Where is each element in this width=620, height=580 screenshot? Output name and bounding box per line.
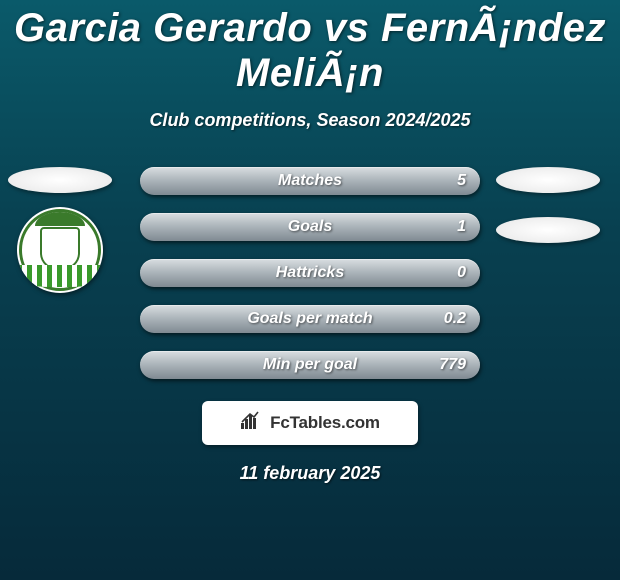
left-badge-column xyxy=(8,167,112,293)
date-text: 11 february 2025 xyxy=(0,463,620,484)
stat-row-hattricks: Hattricks 0 xyxy=(140,259,480,287)
stat-label: Goals per match xyxy=(247,310,372,328)
stat-value: 0.2 xyxy=(444,310,466,328)
brand-box: FcTables.com xyxy=(202,401,418,445)
subtitle: Club competitions, Season 2024/2025 xyxy=(0,110,620,131)
stat-label: Matches xyxy=(278,172,342,190)
stat-row-min-per-goal: Min per goal 779 xyxy=(140,351,480,379)
stat-label: Hattricks xyxy=(276,264,344,282)
stat-label: Goals xyxy=(288,218,332,236)
chart-icon xyxy=(240,411,262,436)
stat-value: 5 xyxy=(457,172,466,190)
stat-row-goals: Goals 1 xyxy=(140,213,480,241)
brand-text: FcTables.com xyxy=(270,413,380,433)
stat-value: 779 xyxy=(439,356,466,374)
right-ellipse-placeholder-2 xyxy=(496,217,600,243)
right-ellipse-placeholder-1 xyxy=(496,167,600,193)
stats-container: Matches 5 Goals 1 Hattricks 0 Goals per … xyxy=(0,167,620,379)
club-crest-left xyxy=(17,207,103,293)
stat-row-goals-per-match: Goals per match 0.2 xyxy=(140,305,480,333)
stats-list: Matches 5 Goals 1 Hattricks 0 Goals per … xyxy=(140,167,480,379)
page-title: Garcia Gerardo vs FernÃ¡ndez MeliÃ¡n xyxy=(0,0,620,96)
stat-label: Min per goal xyxy=(263,356,357,374)
stat-value: 1 xyxy=(457,218,466,236)
left-ellipse-placeholder xyxy=(8,167,112,193)
right-badge-column xyxy=(496,167,600,243)
stat-row-matches: Matches 5 xyxy=(140,167,480,195)
stat-value: 0 xyxy=(457,264,466,282)
